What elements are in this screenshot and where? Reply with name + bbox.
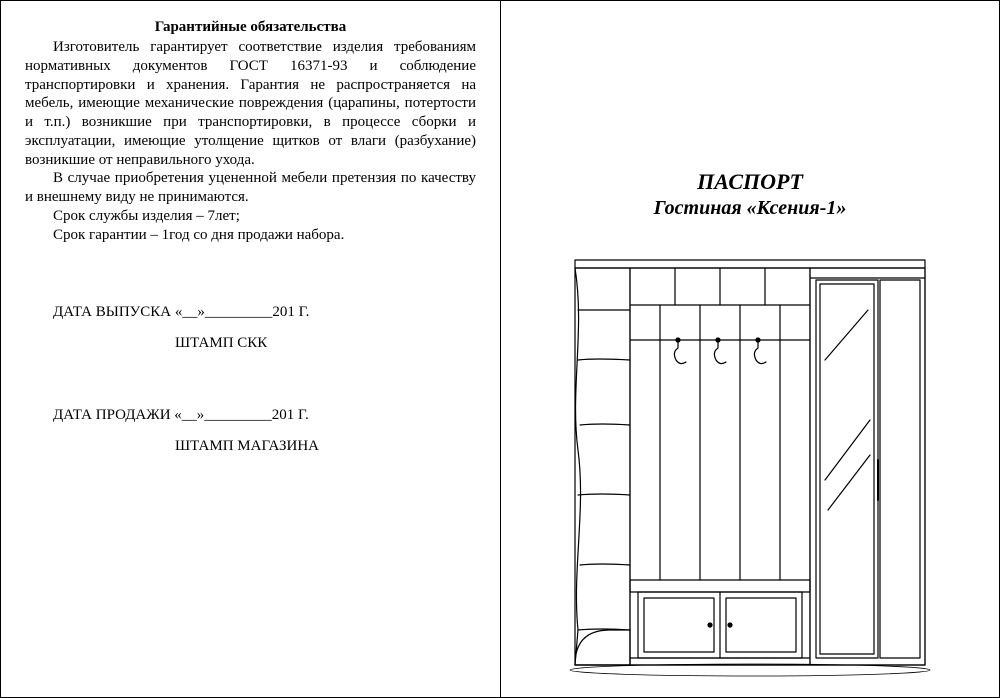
sale-date-label: ДАТА ПРОДАЖИ «__»_________201 Г. (53, 407, 476, 424)
warranty-page: Гарантийные обязательства Изготовитель г… (0, 0, 500, 698)
warranty-paragraph-2: В случае приобретения уцененной мебели п… (25, 169, 476, 207)
passport-title: ПАСПОРТ (525, 169, 975, 195)
product-name: Гостиная «Ксения-1» (525, 197, 975, 220)
release-date-block: ДАТА ВЫПУСКА «__»_________201 Г. ШТАМП С… (25, 304, 476, 352)
title-block: ПАСПОРТ Гостиная «Ксения-1» (525, 169, 975, 220)
service-life-line: Срок службы изделия – 7лет; (25, 207, 476, 226)
passport-page: ПАСПОРТ Гостиная «Ксения-1» (500, 0, 1000, 698)
furniture-drawing (560, 250, 940, 680)
warranty-heading: Гарантийные обязательства (25, 19, 476, 36)
sale-date-block: ДАТА ПРОДАЖИ «__»_________201 Г. ШТАМП М… (25, 407, 476, 455)
warranty-paragraph-1: Изготовитель гарантирует соответствие из… (25, 38, 476, 169)
warranty-body: Изготовитель гарантирует соответствие из… (25, 38, 476, 207)
shop-stamp-label: ШТАМП МАГАЗИНА (175, 438, 476, 455)
qc-stamp-label: ШТАМП СКК (175, 335, 476, 352)
release-date-label: ДАТА ВЫПУСКА «__»_________201 Г. (53, 304, 476, 321)
warranty-term-line: Срок гарантии – 1год со дня продажи набо… (25, 226, 476, 245)
